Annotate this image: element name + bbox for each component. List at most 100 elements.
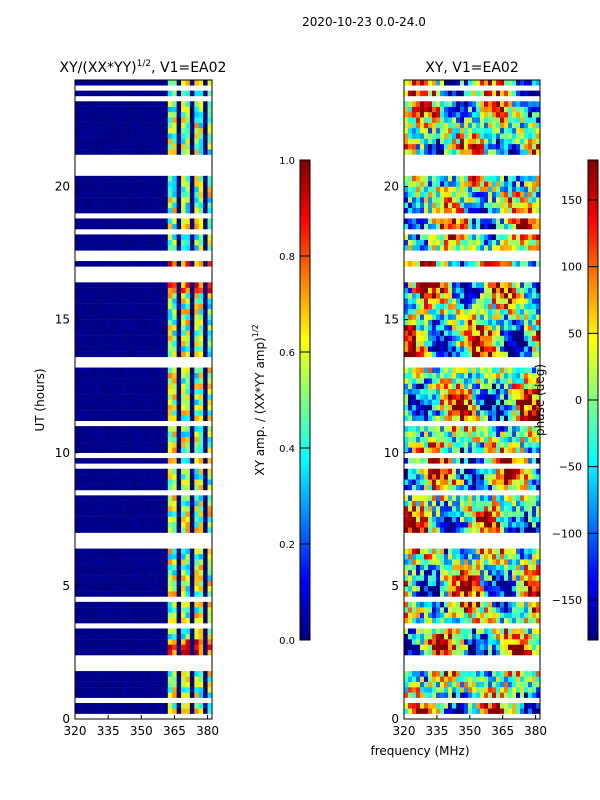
heatmap-cell <box>101 431 107 437</box>
heatmap-cell <box>512 340 517 347</box>
heatmap-cell <box>198 703 204 709</box>
heatmap-cell <box>412 335 417 342</box>
heatmap-cell <box>105 516 111 523</box>
heatmap-cell <box>181 394 186 400</box>
heatmap-cell <box>110 484 116 491</box>
heatmap-cell <box>110 500 116 507</box>
heatmap-cell <box>428 495 433 501</box>
heatmap-cell <box>532 426 537 432</box>
heatmap-cell <box>88 569 93 576</box>
heatmap-cell <box>79 639 85 645</box>
heatmap-cell <box>420 378 425 384</box>
heatmap-cell <box>110 324 116 331</box>
heatmap-cell <box>97 80 102 86</box>
heatmap-cell <box>79 591 85 597</box>
heatmap-cell <box>92 458 98 464</box>
heatmap-cell <box>480 506 485 512</box>
heatmap-cell <box>189 239 195 246</box>
heatmap-cell <box>136 442 142 448</box>
heatmap-cell <box>172 458 177 464</box>
heatmap-cell <box>185 521 191 528</box>
heatmap-cell <box>119 633 124 640</box>
heatmap-cell <box>198 346 204 352</box>
heatmap-cell <box>83 703 89 709</box>
heatmap-cell <box>516 511 521 517</box>
heatmap-cell <box>408 383 413 390</box>
heatmap-cell <box>176 516 182 523</box>
heatmap-cell <box>145 569 151 576</box>
heatmap-cell <box>105 111 111 118</box>
heatmap-cell <box>119 287 124 294</box>
heatmap-cell <box>172 617 177 624</box>
heatmap-cell <box>207 569 213 576</box>
heatmap-cell <box>536 703 541 709</box>
heatmap-cell <box>119 415 124 421</box>
heatmap-cell <box>532 351 537 358</box>
heatmap-cell <box>198 218 204 224</box>
heatmap-cell <box>432 330 437 336</box>
heatmap-cell <box>203 314 208 320</box>
heatmap-cell <box>198 601 204 608</box>
heatmap-cell <box>172 181 177 187</box>
heatmap-cell <box>163 111 169 118</box>
heatmap-cell <box>158 415 164 421</box>
heatmap-cell <box>158 106 164 113</box>
heatmap-cell <box>119 202 124 209</box>
heatmap-cell <box>424 474 429 480</box>
heatmap-cell <box>167 527 173 533</box>
heatmap-cell <box>500 628 505 635</box>
heatmap-cell <box>504 447 509 453</box>
heatmap-cell <box>97 330 102 336</box>
heatmap-cell <box>444 580 449 587</box>
heatmap-cell <box>110 649 116 656</box>
heatmap-cell <box>203 585 208 592</box>
heatmap-cell <box>176 282 182 288</box>
heatmap-cell <box>532 516 537 523</box>
heatmap-cell <box>83 692 89 698</box>
heatmap-cell <box>189 506 195 512</box>
heatmap-cell <box>114 191 120 198</box>
heatmap-cell <box>92 671 98 677</box>
heatmap-cell <box>185 681 191 688</box>
heatmap-cell <box>452 580 457 587</box>
heatmap-cell <box>480 484 485 491</box>
heatmap-cell <box>189 442 195 448</box>
heatmap-cell <box>452 591 457 597</box>
heatmap-cell <box>123 394 129 400</box>
heatmap-cell <box>83 245 89 251</box>
heatmap-cell <box>114 527 120 533</box>
heatmap-cell <box>163 218 169 224</box>
heatmap-cell <box>408 559 413 565</box>
heatmap-cell <box>496 442 501 448</box>
heatmap-cell <box>198 527 204 533</box>
heatmap-cell <box>97 591 102 597</box>
heatmap-cell <box>79 319 85 326</box>
heatmap-cell <box>92 287 98 294</box>
heatmap-cell <box>504 617 509 624</box>
heatmap-cell <box>203 175 208 182</box>
heatmap-cell <box>150 516 155 523</box>
heatmap-cell <box>97 175 102 182</box>
heatmap-cell <box>123 372 129 379</box>
heatmap-cell <box>432 553 437 560</box>
heatmap-cell <box>145 495 151 501</box>
heatmap-cell <box>207 308 213 315</box>
heatmap-cell <box>167 436 173 443</box>
heatmap-cell <box>198 426 204 432</box>
heatmap-cell <box>472 351 477 358</box>
heatmap-cell <box>432 308 437 315</box>
heatmap-cell <box>163 628 169 635</box>
amplitude-colorbar-label: XY amp. / (XX*YY amp)1/2 <box>251 324 267 475</box>
heatmap-cell <box>404 511 409 517</box>
heatmap-cell <box>158 617 164 624</box>
heatmap-cell <box>97 447 102 453</box>
heatmap-cell <box>79 703 85 709</box>
heatmap-cell <box>488 388 493 395</box>
heatmap-cell <box>456 404 461 411</box>
heatmap-cell <box>484 458 489 464</box>
heatmap-cell <box>504 671 509 677</box>
heatmap-cell <box>448 612 453 619</box>
heatmap-cell <box>181 133 186 139</box>
heatmap-cell <box>92 191 98 198</box>
heatmap-cell <box>444 692 449 698</box>
